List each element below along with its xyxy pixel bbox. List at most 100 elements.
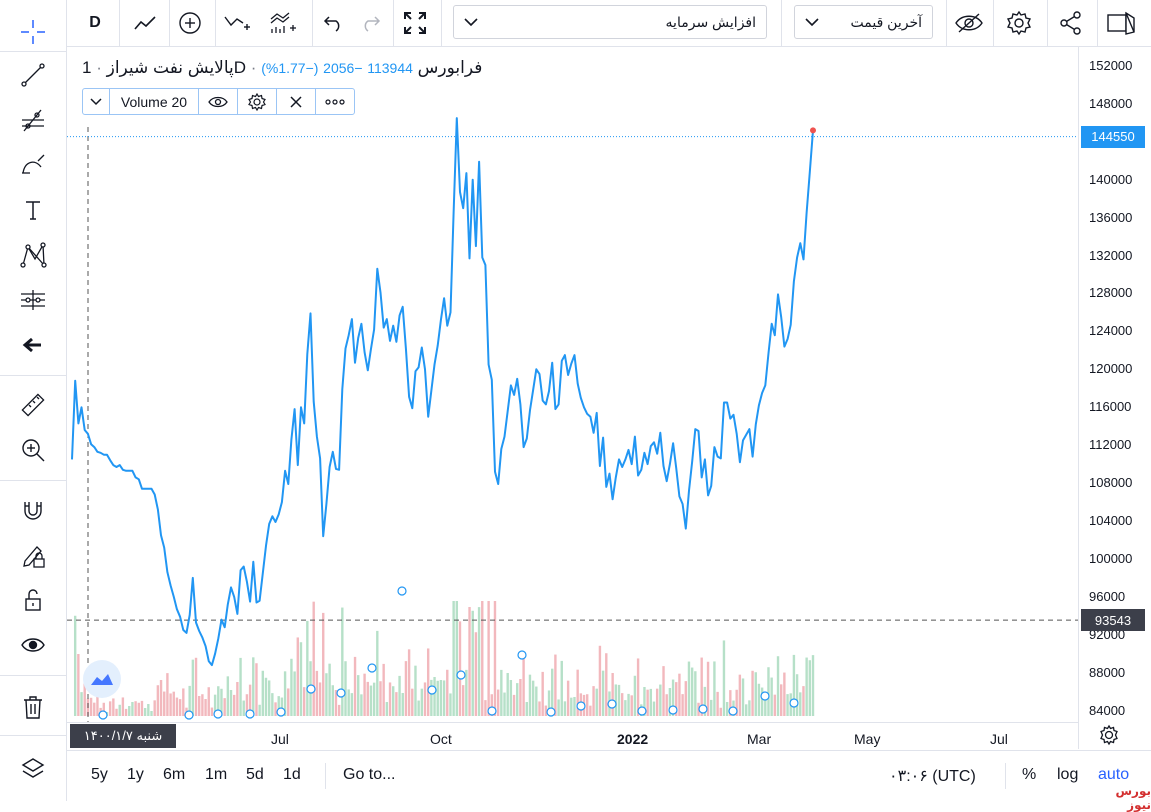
range-6m[interactable]: 6m — [163, 766, 186, 783]
volume-bar — [541, 671, 544, 716]
price-tick-label: 116000 — [1089, 399, 1132, 415]
ruler-icon[interactable] — [13, 385, 53, 425]
legend-symbol-name: پالایش نفت شیراز — [106, 58, 234, 77]
lock-draw-icon[interactable] — [13, 535, 53, 575]
legend-change: −2056 — [323, 60, 363, 76]
range-1d[interactable]: 1d — [283, 766, 301, 783]
event-marker — [184, 710, 194, 720]
share-icon[interactable] — [1051, 3, 1091, 43]
percent-toggle[interactable]: % — [1022, 766, 1037, 783]
volume-bar — [659, 684, 662, 716]
log-toggle[interactable]: log — [1057, 766, 1079, 783]
undo-icon[interactable] — [314, 3, 354, 43]
volume-visibility-eye-icon[interactable] — [199, 89, 238, 114]
unlock-icon[interactable] — [13, 580, 53, 620]
utc-clock[interactable]: ۰۳:۰۶ (UTC) — [889, 768, 976, 785]
volume-bar — [474, 632, 478, 716]
volume-bar — [350, 693, 354, 716]
trend-line-icon[interactable] — [13, 55, 53, 95]
time-tick-label: May — [854, 731, 881, 747]
volume-bar — [630, 695, 633, 716]
volume-bar — [369, 685, 373, 716]
fullscreen-icon[interactable] — [395, 3, 435, 43]
arrow-left-icon[interactable] — [13, 325, 53, 365]
goto-button[interactable]: Go to... — [343, 766, 396, 783]
brush-icon[interactable] — [13, 145, 53, 185]
price-tick-label: 108000 — [1089, 475, 1133, 491]
volume-bar — [484, 700, 487, 716]
interval-button[interactable]: D — [89, 14, 101, 31]
layers-icon[interactable] — [13, 748, 53, 788]
volume-bar — [519, 679, 522, 716]
volume-bar — [112, 698, 115, 716]
templates-icon[interactable] — [263, 3, 303, 43]
price-tick-label: 128000 — [1089, 285, 1133, 301]
volume-bar — [242, 700, 245, 716]
zoom-in-icon[interactable] — [13, 430, 53, 470]
price-axis[interactable]: 1520001480001440001400001360001320001280… — [1078, 47, 1151, 749]
volume-bar — [341, 607, 344, 716]
time-axis[interactable]: Jul Oct 2022 Mar May Jul شنبه ۱۴۰۰/۱/۷ — [67, 722, 1078, 751]
volume-bar — [334, 690, 338, 716]
volume-bar — [328, 663, 331, 716]
price-chart[interactable] — [67, 47, 1078, 722]
compare-add-icon[interactable] — [170, 3, 210, 43]
redo-icon[interactable] — [350, 3, 390, 43]
volume-bar — [500, 669, 503, 716]
text-icon[interactable] — [13, 190, 53, 230]
price-type-select[interactable]: آخرین قیمت — [794, 5, 933, 39]
volume-bar — [404, 661, 408, 716]
volume-remove-close-icon[interactable] — [277, 89, 316, 114]
volume-bar — [792, 654, 796, 716]
volume-bar — [620, 693, 624, 716]
indicators-icon[interactable] — [217, 3, 257, 43]
volume-bar — [681, 694, 684, 716]
chart-style-icon[interactable] — [125, 3, 165, 43]
range-5y[interactable]: 5y — [91, 766, 108, 783]
volume-settings-gear-icon[interactable] — [238, 89, 277, 114]
trash-icon[interactable] — [13, 687, 53, 727]
volume-bar — [703, 686, 707, 716]
price-tick-label: 136000 — [1089, 209, 1133, 225]
event-marker — [607, 699, 617, 709]
eye-icon[interactable] — [13, 625, 53, 665]
volume-bar — [366, 681, 369, 716]
volume-bar — [318, 682, 322, 716]
volume-bar — [668, 688, 672, 716]
volume-bar — [713, 661, 716, 716]
investment-select[interactable]: افزایش سرمایه — [453, 5, 767, 39]
settings-gear-icon[interactable] — [999, 3, 1039, 43]
volume-bar — [124, 708, 128, 716]
event-marker — [789, 698, 799, 708]
volume-bar — [449, 693, 452, 716]
volume-bar — [627, 693, 630, 716]
snapshot-icon[interactable] — [1101, 3, 1141, 43]
volume-bar — [395, 692, 398, 716]
prediction-icon[interactable] — [13, 280, 53, 320]
volume-more-dots-icon[interactable] — [316, 89, 354, 114]
event-marker — [698, 704, 708, 714]
event-marker — [517, 650, 527, 660]
range-1m[interactable]: 1m — [205, 766, 228, 783]
fib-retracement-icon[interactable] — [13, 100, 53, 140]
price-type-select-label: آخرین قیمت — [850, 13, 922, 30]
logo-badge[interactable] — [83, 660, 121, 698]
volume-bar — [446, 669, 449, 716]
crosshair-icon[interactable] — [13, 12, 53, 52]
volume-bar — [477, 607, 481, 716]
hide-eye-icon[interactable] — [949, 3, 989, 43]
volume-bar — [808, 660, 812, 716]
range-5d[interactable]: 5d — [246, 766, 264, 783]
volume-bar — [506, 673, 509, 716]
axis-settings-gear-icon[interactable] — [1098, 724, 1120, 751]
magnet-icon[interactable] — [13, 490, 53, 530]
volume-bar — [725, 702, 729, 716]
collapse-chevron-icon[interactable] — [83, 89, 110, 114]
volume-bar — [468, 607, 471, 716]
volume-bar — [131, 702, 134, 716]
range-1y[interactable]: 1y — [127, 766, 144, 783]
pattern-icon[interactable] — [13, 235, 53, 275]
volume-bar — [455, 601, 459, 716]
auto-toggle[interactable]: auto — [1098, 766, 1130, 783]
volume-bar — [560, 660, 563, 716]
